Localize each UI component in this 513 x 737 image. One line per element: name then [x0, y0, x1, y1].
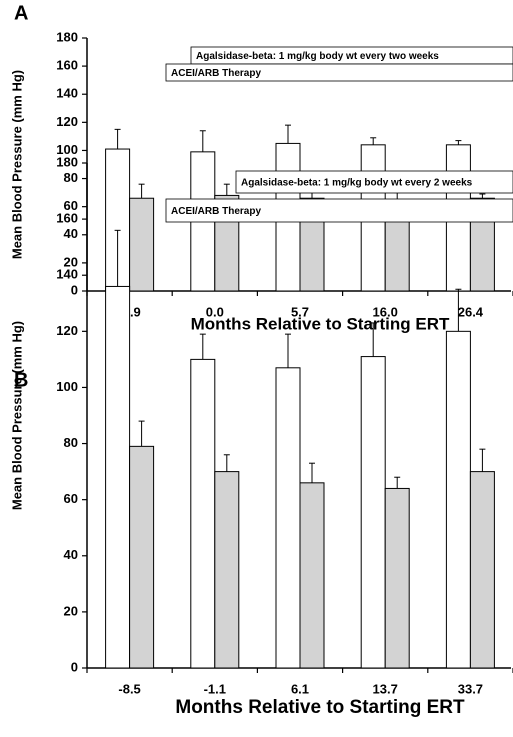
annotation: ACEI/ARB Therapy [171, 68, 261, 79]
y-tick-label: 160 [56, 211, 78, 226]
annotation-box [165, 198, 513, 223]
x-tick-label: 13.7 [373, 681, 398, 696]
y-axis-title: Mean Blood Pressure (mm Hg) [9, 70, 24, 259]
y-tick-label: 140 [56, 267, 78, 282]
x-tick-label: 16.0 [373, 304, 398, 319]
y-axis-title: Mean Blood Pressure (mm Hg) [9, 321, 24, 510]
x-tick-label: 26.4 [458, 304, 484, 319]
x-tick-label: 0.0 [206, 304, 224, 319]
y-tick-label: 80 [64, 435, 78, 450]
annotation: Agalsidase-beta: 1 mg/kg body wt every 2… [241, 178, 473, 189]
y-tick-label: 120 [56, 323, 78, 338]
y-tick-label: 80 [64, 170, 78, 185]
y-tick-label: 120 [56, 114, 78, 129]
x-axis-title: Months Relative to Starting ERT [175, 697, 465, 718]
y-tick-label: 160 [56, 58, 78, 73]
y-tick-label: 180 [56, 29, 78, 44]
y-tick-label: 60 [64, 491, 78, 506]
bar [299, 482, 325, 669]
y-tick-label: 40 [64, 226, 78, 241]
y-tick-label: 40 [64, 547, 78, 562]
y-tick-label: 20 [64, 254, 78, 269]
bar [360, 356, 386, 669]
annotation-box [165, 63, 513, 82]
y-tick-label: 100 [56, 142, 78, 157]
x-tick-label: 5.7 [291, 304, 309, 319]
bar [129, 445, 155, 669]
annotation: ACEI/ARB Therapy [171, 206, 261, 217]
x-tick-label: -8.5 [118, 681, 140, 696]
bar [190, 358, 216, 669]
x-tick-label: -1.1 [204, 681, 226, 696]
x-tick-label: 6.1 [291, 681, 309, 696]
bar [275, 367, 301, 669]
y-tick-label: 60 [64, 198, 78, 213]
x-tick-label: 33.7 [458, 681, 483, 696]
y-tick-label: 100 [56, 379, 78, 394]
y-tick-label: 20 [64, 603, 78, 618]
panel-label: B [14, 369, 28, 391]
panel-label: A [14, 2, 28, 24]
y-tick-label: 0 [71, 659, 78, 674]
bar [129, 197, 155, 292]
bar [469, 471, 495, 669]
annotation: Agalsidase-beta: 1 mg/kg body wt every t… [196, 51, 439, 62]
annotation-box [235, 170, 513, 194]
bar [105, 285, 131, 669]
y-tick-label: 140 [56, 86, 78, 101]
x-axis-title: Months Relative to Starting ERT [191, 314, 450, 333]
bar [384, 487, 410, 669]
y-tick-label: 180 [56, 154, 78, 169]
y-tick-label: 0 [71, 282, 78, 297]
bar [214, 471, 240, 669]
bar [445, 330, 471, 669]
